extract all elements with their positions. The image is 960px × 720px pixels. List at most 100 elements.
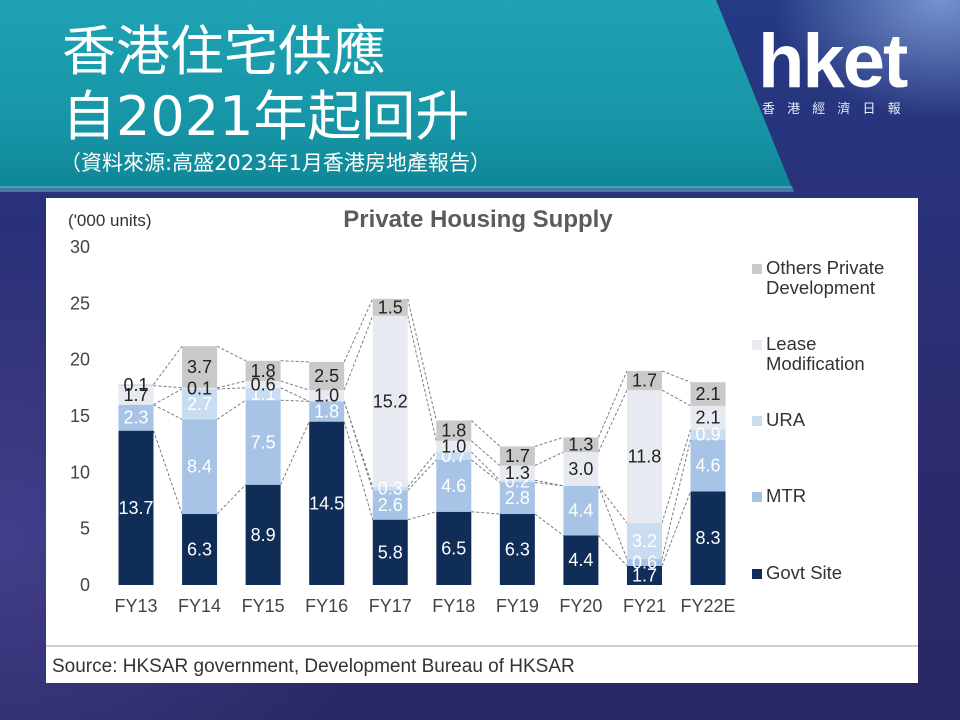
connector-line xyxy=(470,451,501,481)
stacked-bar-chart: Private Housing Supply ('000 units) 0 5 10 15… xyxy=(46,206,918,677)
connector-line xyxy=(534,481,564,487)
data-label-fy14-govt-site: 6.3 xyxy=(187,540,212,560)
chart-title: Private Housing Supply xyxy=(343,206,613,233)
bar-fy14-ura xyxy=(182,388,218,420)
data-label-fy15-lease-modification: 0.6 xyxy=(251,374,276,394)
bar-fy16-govt-site xyxy=(309,421,345,585)
bar-fy14-govt-site xyxy=(182,514,218,585)
data-label-fy13-others-private-development: 0.1 xyxy=(123,375,148,395)
bar-fy19-ura xyxy=(499,480,535,483)
bar-fy13-lease-modification xyxy=(118,385,154,405)
data-label-fy22e-govt-site: 8.3 xyxy=(696,528,721,548)
connector-line xyxy=(534,451,564,467)
connector-line xyxy=(153,345,183,385)
data-label-fy15-ura: 1.1 xyxy=(251,384,276,404)
data-label-fy22e-lease-modification: 2.1 xyxy=(696,408,721,428)
connector-line xyxy=(216,484,246,515)
bar-fy18-lease-modification xyxy=(436,440,472,453)
x-tick-label: FY22E xyxy=(681,596,736,616)
legend-item-govt-site: Govt Site xyxy=(752,563,901,583)
legend-item-others-private-development: Others Private Development xyxy=(752,258,901,298)
bar-fy18-ura xyxy=(436,452,472,460)
connector-lines xyxy=(153,298,692,567)
connector-line xyxy=(534,513,564,536)
bar-fy19-mtr xyxy=(499,482,535,515)
logo-wordmark: hket xyxy=(758,19,908,104)
connector-line xyxy=(661,439,692,560)
bar-fy13-govt-site xyxy=(118,430,154,585)
connector-line xyxy=(280,399,310,402)
data-label-fy17-govt-site: 5.8 xyxy=(378,542,403,562)
legend-swatch-mtr xyxy=(752,492,762,502)
connector-line xyxy=(343,298,374,363)
connector-line xyxy=(343,401,374,491)
bar-fy22e-lease-modification xyxy=(690,405,726,430)
data-label-fy19-govt-site: 6.3 xyxy=(505,540,530,560)
legend-item-ura: URA xyxy=(752,410,901,430)
legend-item-lease-modification: Lease Modification xyxy=(752,334,901,374)
y-tick-label: 30 xyxy=(70,237,90,257)
connector-line xyxy=(597,370,628,438)
connector-line xyxy=(598,485,628,524)
data-label-fy18-lease-modification: 1.0 xyxy=(441,436,466,456)
connector-line xyxy=(534,436,564,447)
legend-swatch-ura xyxy=(752,416,762,426)
y-axis-label: ('000 units) xyxy=(68,211,152,230)
headline-line-1: 香港住宅供應 xyxy=(62,20,386,83)
connector-line xyxy=(407,451,437,488)
y-tick-label: 0 xyxy=(80,575,90,595)
data-label-fy14-ura: 2.7 xyxy=(187,394,212,414)
bar-fy19-others-private-development xyxy=(499,446,535,466)
bar-fy18-mtr xyxy=(436,459,472,512)
bar-fy20-govt-site xyxy=(563,535,599,585)
bars xyxy=(118,298,726,585)
bar-fy21-ura xyxy=(626,523,662,560)
x-tick-label: FY20 xyxy=(559,596,602,616)
data-label-fy14-others-private-development: 3.7 xyxy=(187,357,212,377)
bar-fy14-mtr xyxy=(182,419,218,515)
logo-tagline: 香 港 經 濟 日 報 xyxy=(762,102,905,117)
legend-label: Lease Modification xyxy=(766,333,865,374)
data-label-fy18-others-private-development: 1.8 xyxy=(441,421,466,441)
bar-fy20-others-private-development xyxy=(563,437,599,453)
title-banner-edge xyxy=(0,186,794,192)
connector-line xyxy=(470,459,501,483)
bar-fy14-others-private-development xyxy=(182,346,218,388)
bar-fy20-lease-modification xyxy=(563,452,599,486)
x-tick-label: FY16 xyxy=(305,596,348,616)
connector-line xyxy=(661,370,691,383)
connector-line xyxy=(407,315,437,441)
data-labels: 13.72.31.70.16.38.42.70.13.78.97.51.10.6… xyxy=(118,297,720,585)
data-label-fy15-others-private-development: 1.8 xyxy=(251,361,276,381)
legend-label: Others Private Development xyxy=(766,257,885,298)
legend-swatch-lease-modification xyxy=(752,340,762,350)
bar-fy20-mtr xyxy=(563,485,599,536)
y-tick-label: 5 xyxy=(80,519,90,539)
data-label-fy19-mtr: 2.8 xyxy=(505,488,530,508)
connector-line xyxy=(471,511,500,515)
data-label-fy17-ura: 0.3 xyxy=(378,479,403,499)
data-label-fy18-govt-site: 6.5 xyxy=(441,538,466,558)
data-label-fy18-ura: 0.7 xyxy=(441,446,466,466)
data-label-fy20-lease-modification: 3.0 xyxy=(568,459,593,479)
data-label-fy14-lease-modification: 0.1 xyxy=(187,378,212,398)
connector-line xyxy=(280,360,310,363)
data-label-fy17-others-private-development: 1.5 xyxy=(378,297,403,317)
connector-line xyxy=(153,404,183,420)
source-note: （資料來源:高盛2023年1月香港房地產報告） xyxy=(60,151,491,175)
data-label-fy16-govt-site: 14.5 xyxy=(309,493,344,513)
bar-fy21-govt-site xyxy=(626,565,662,585)
data-label-fy21-mtr: 0.6 xyxy=(632,552,657,572)
data-label-fy21-lease-modification: 11.8 xyxy=(628,447,662,467)
bar-fy15-mtr xyxy=(245,400,281,485)
data-label-fy20-others-private-development: 1.3 xyxy=(568,435,593,455)
connector-line xyxy=(343,315,374,391)
bar-fy17-others-private-development xyxy=(372,298,408,316)
x-tick-label: FY13 xyxy=(114,596,157,616)
y-tick-label: 25 xyxy=(70,293,90,313)
bar-fy17-mtr xyxy=(372,490,408,520)
bar-fy15-ura xyxy=(245,387,281,401)
bar-fy18-govt-site xyxy=(436,511,472,585)
data-label-fy20-mtr: 4.4 xyxy=(568,501,593,521)
bar-fy13-mtr xyxy=(118,404,154,431)
